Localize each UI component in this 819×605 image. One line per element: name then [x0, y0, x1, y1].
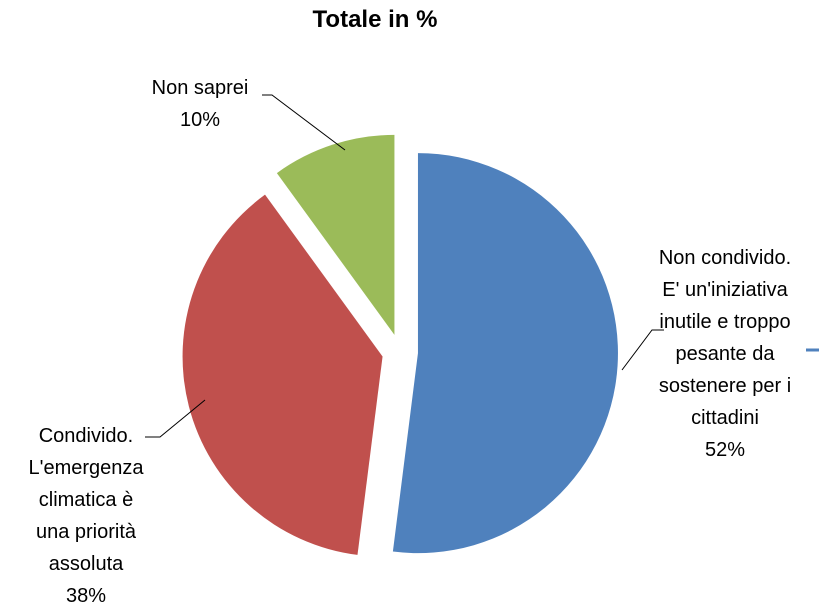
data-label: Condivido. L'emergenza climatica è una p…: [20, 420, 152, 605]
label-value: 38%: [65, 585, 107, 605]
label-category: Non condivido. E' un'iniziativa inutile …: [658, 247, 792, 429]
label-category: Condivido. L'emergenza climatica è una p…: [28, 425, 144, 575]
chart-title: Totale in %: [312, 6, 438, 33]
label-category: Non saprei: [151, 77, 249, 99]
leader-line: [621, 329, 664, 371]
pie-slice: [276, 134, 395, 335]
leader-lines: [145, 94, 664, 438]
label-value: 10%: [179, 109, 221, 131]
leader-line: [262, 94, 346, 151]
data-label: Non saprei 10%: [130, 72, 270, 136]
data-label: Non condivido. E' un'iniziativa inutile …: [650, 242, 800, 466]
label-value: 52%: [704, 439, 746, 461]
pie-slice: [182, 194, 383, 555]
leader-line: [145, 399, 206, 438]
pie-slice: [392, 153, 618, 554]
